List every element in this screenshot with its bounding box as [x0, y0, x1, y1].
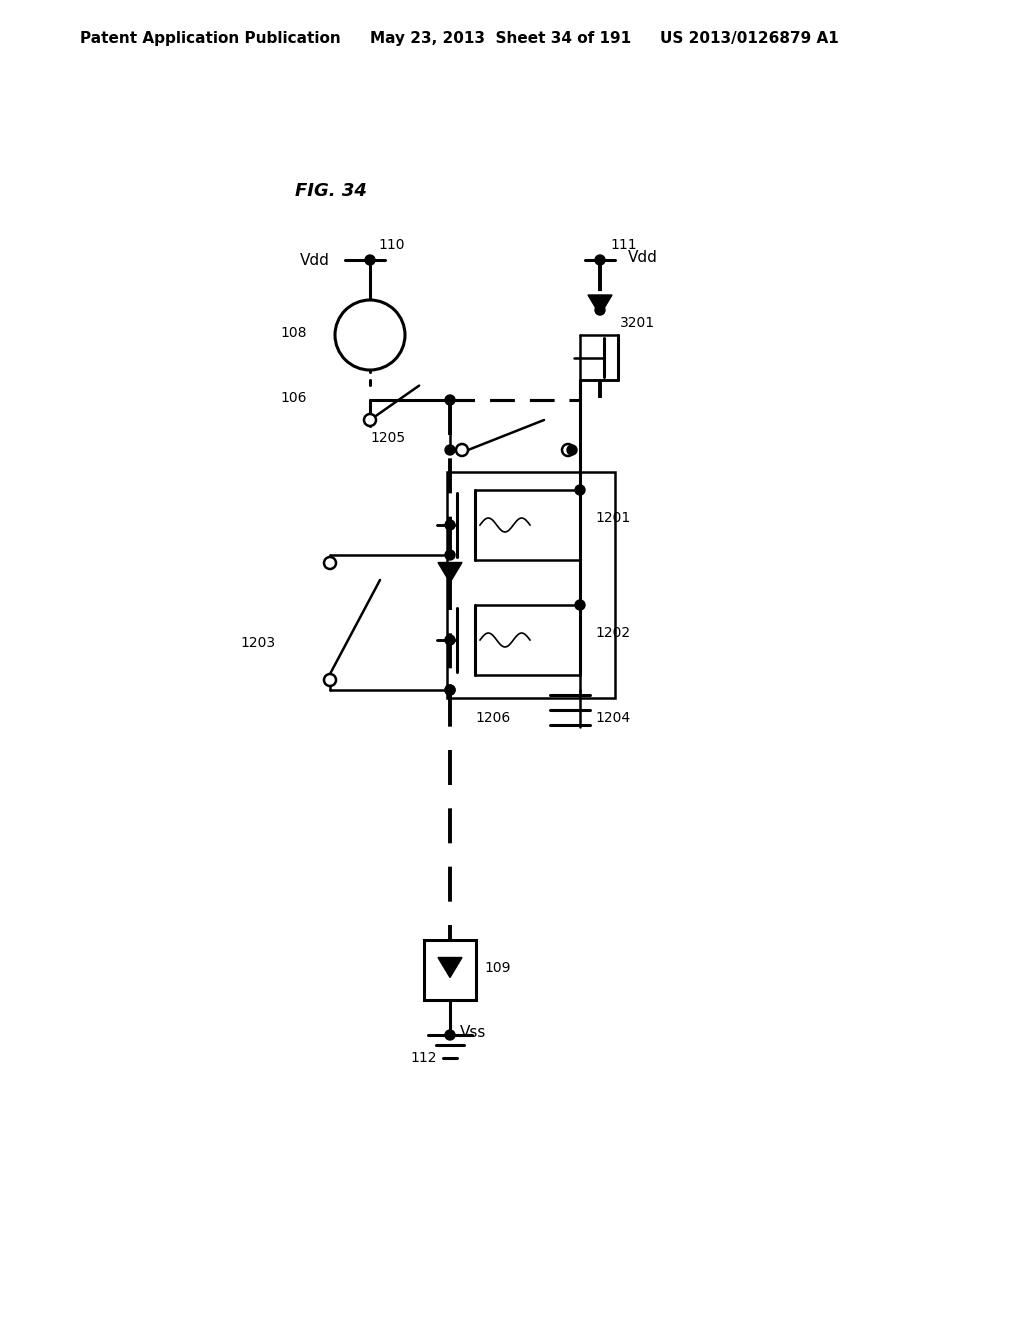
- Text: Patent Application Publication: Patent Application Publication: [80, 30, 341, 45]
- Circle shape: [445, 635, 455, 645]
- Circle shape: [324, 557, 336, 569]
- Text: 1201: 1201: [595, 511, 630, 525]
- Text: 3201: 3201: [620, 315, 655, 330]
- Circle shape: [445, 445, 455, 455]
- Text: 1204: 1204: [595, 711, 630, 725]
- Circle shape: [445, 550, 455, 560]
- Text: 1206: 1206: [475, 711, 510, 725]
- Text: May 23, 2013  Sheet 34 of 191: May 23, 2013 Sheet 34 of 191: [370, 30, 631, 45]
- Text: Vss: Vss: [460, 1026, 486, 1040]
- Text: 1202: 1202: [595, 626, 630, 640]
- Text: 108: 108: [280, 326, 306, 341]
- Text: 111: 111: [610, 238, 637, 252]
- Text: Vdd: Vdd: [628, 249, 657, 265]
- Bar: [447, 473, 615, 698]
- Circle shape: [335, 300, 406, 370]
- Circle shape: [595, 305, 605, 315]
- Polygon shape: [438, 957, 462, 978]
- Circle shape: [364, 414, 376, 426]
- Circle shape: [595, 255, 605, 265]
- Circle shape: [365, 255, 375, 265]
- Polygon shape: [588, 294, 612, 315]
- Text: 1203: 1203: [240, 636, 275, 649]
- Bar: [424, 940, 476, 1001]
- Text: Vdd: Vdd: [300, 253, 330, 268]
- Circle shape: [445, 685, 455, 696]
- Circle shape: [445, 520, 455, 531]
- Circle shape: [562, 444, 574, 455]
- Circle shape: [445, 395, 455, 405]
- Circle shape: [456, 444, 468, 455]
- Text: 1205: 1205: [370, 432, 406, 445]
- Circle shape: [575, 601, 585, 610]
- Text: 109: 109: [484, 961, 511, 975]
- Text: US 2013/0126879 A1: US 2013/0126879 A1: [660, 30, 839, 45]
- Circle shape: [445, 1030, 455, 1040]
- Text: 106: 106: [280, 391, 306, 405]
- Circle shape: [567, 445, 577, 455]
- Text: 112: 112: [410, 1051, 436, 1065]
- Text: FIG. 34: FIG. 34: [295, 182, 367, 201]
- Circle shape: [324, 675, 336, 686]
- Circle shape: [575, 484, 585, 495]
- Text: 110: 110: [378, 238, 404, 252]
- Circle shape: [445, 685, 455, 696]
- Polygon shape: [438, 562, 462, 582]
